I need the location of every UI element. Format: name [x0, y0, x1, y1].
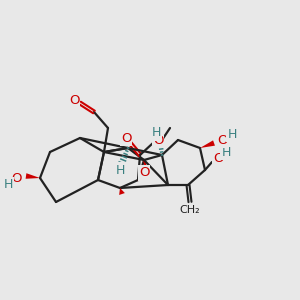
- Text: O: O: [11, 172, 21, 184]
- Text: H: H: [227, 128, 237, 140]
- Text: O: O: [217, 134, 227, 146]
- Text: H: H: [115, 164, 125, 176]
- Text: O: O: [139, 167, 149, 179]
- Text: CH₂: CH₂: [180, 205, 200, 215]
- Text: O: O: [121, 131, 131, 145]
- Text: O: O: [69, 94, 79, 106]
- Polygon shape: [200, 140, 215, 148]
- Polygon shape: [26, 173, 40, 179]
- Text: H: H: [221, 146, 231, 158]
- Polygon shape: [119, 188, 125, 195]
- Text: O: O: [213, 152, 223, 164]
- Text: H: H: [151, 127, 161, 140]
- Text: O: O: [153, 134, 163, 146]
- Text: H: H: [3, 178, 13, 191]
